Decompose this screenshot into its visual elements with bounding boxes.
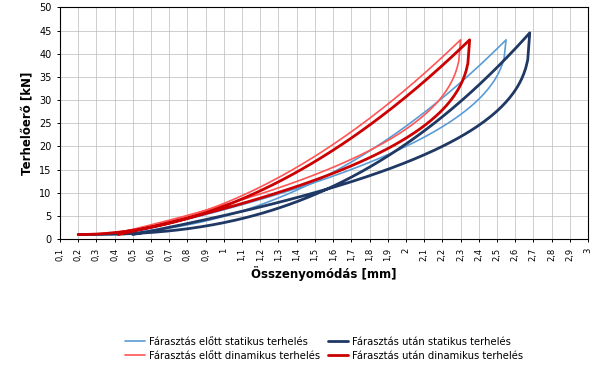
Fárasztás előtt dinamikus terhelés <box>107 232 115 237</box>
Fárasztás előtt dinamikus terhelés <box>92 232 99 236</box>
Fárasztás után dinamikus terhelés <box>466 38 473 42</box>
Fárasztás után statikus terhelés <box>347 176 354 180</box>
Fárasztás után dinamikus terhelés <box>115 232 122 237</box>
Fárasztás előtt dinamikus terhelés <box>111 230 118 234</box>
Fárasztás után statikus terhelés <box>129 232 136 237</box>
Fárasztás előtt statikus terhelés <box>115 231 122 236</box>
Fárasztás előtt statikus terhelés <box>94 232 101 237</box>
Fárasztás előtt dinamikus terhelés <box>457 38 464 42</box>
Fárasztás után statikus terhelés <box>118 232 125 236</box>
Fárasztás előtt dinamikus terhelés <box>305 158 313 162</box>
Fárasztás után dinamikus terhelés <box>92 232 100 236</box>
Fárasztás után statikus terhelés <box>526 31 533 35</box>
Fárasztás után statikus terhelés <box>74 232 82 237</box>
Fárasztás előtt dinamikus terhelés <box>74 232 82 237</box>
Fárasztás után statikus terhelés <box>193 219 200 224</box>
Y-axis label: Terhelőerő [kN]: Terhelőerő [kN] <box>20 72 34 175</box>
Fárasztás előtt dinamikus terhelés <box>253 193 260 197</box>
Fárasztás előtt dinamikus terhelés <box>230 197 238 201</box>
Line: Fárasztás után statikus terhelés: Fárasztás után statikus terhelés <box>78 33 530 234</box>
Fárasztás után statikus terhelés <box>295 195 302 199</box>
Fárasztás előtt statikus terhelés <box>120 232 127 237</box>
Fárasztás előtt statikus terhelés <box>182 217 189 222</box>
Fárasztás után statikus terhelés <box>95 232 102 237</box>
Fárasztás után dinamikus terhelés <box>311 160 318 164</box>
Fárasztás előtt statikus terhelés <box>280 190 287 195</box>
Fárasztás előtt statikus terhelés <box>249 205 256 210</box>
Fárasztás után dinamikus terhelés <box>74 232 82 237</box>
Fárasztás előtt statikus terhelés <box>502 38 509 42</box>
Line: Fárasztás előtt statikus terhelés: Fárasztás előtt statikus terhelés <box>78 40 506 234</box>
Fárasztás után statikus terhelés <box>259 211 266 215</box>
Line: Fárasztás után dinamikus terhelés: Fárasztás után dinamikus terhelés <box>78 40 470 234</box>
Fárasztás előtt dinamikus terhelés <box>164 219 171 223</box>
Line: Fárasztás előtt dinamikus terhelés: Fárasztás előtt dinamikus terhelés <box>78 40 461 234</box>
Fárasztás után dinamikus terhelés <box>112 230 119 235</box>
Fárasztás után dinamikus terhelés <box>234 199 241 203</box>
X-axis label: Összenyomódás [mm]: Összenyomódás [mm] <box>251 266 397 282</box>
Fárasztás előtt statikus terhelés <box>74 232 82 237</box>
Fárasztás után dinamikus terhelés <box>171 219 178 224</box>
Fárasztás után dinamikus terhelés <box>261 195 268 199</box>
Fárasztás előtt statikus terhelés <box>332 168 340 173</box>
Legend: Fárasztás előtt statikus terhelés, Fárasztás előtt dinamikus terhelés, Fárasztás: Fárasztás előtt statikus terhelés, Fáras… <box>125 337 523 361</box>
